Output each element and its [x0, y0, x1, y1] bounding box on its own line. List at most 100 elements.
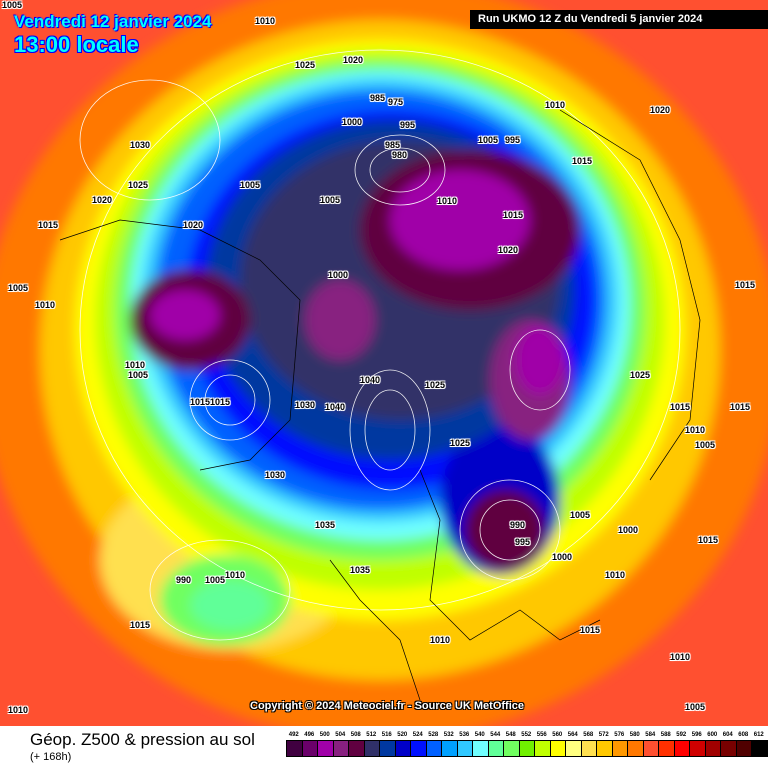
isobar-label: 1040 — [325, 402, 346, 412]
isobar-label: 1000 — [618, 525, 639, 535]
isobar-label: 1000 — [328, 270, 349, 280]
isobar-label: 1020 — [183, 220, 204, 230]
isobar-label: 1005 — [2, 0, 23, 10]
isobar-label: 1015 — [190, 397, 211, 407]
isobar-label: 1010 — [8, 705, 29, 715]
isobar-label: 1005 — [240, 180, 261, 190]
isobar-label: 975 — [388, 97, 404, 107]
isobar-label: 985 — [385, 140, 401, 150]
isobar-label: 1010 — [605, 570, 626, 580]
isobar-label: 1010 — [685, 425, 706, 435]
forecast-lead: (+ 168h) — [30, 751, 72, 763]
legend-swatch — [597, 741, 613, 756]
footer: Géop. Z500 & pression au sol (+ 168h) 49… — [0, 726, 768, 768]
isobar-label: 1010 — [437, 196, 458, 206]
legend-tick: 592 — [676, 732, 687, 738]
legend-swatch — [426, 741, 442, 756]
legend-swatch — [628, 741, 644, 756]
legend-swatch — [442, 741, 458, 756]
legend-tick: 500 — [319, 732, 330, 738]
isobar-label: 1010 — [545, 100, 566, 110]
forecast-time: 13:00 locale — [14, 32, 139, 57]
isobar-label: 1015 — [572, 156, 593, 166]
legend-tick: 604 — [722, 732, 733, 738]
legend-tick: 536 — [459, 732, 470, 738]
isobar-label: 1020 — [650, 105, 671, 115]
legend-swatch — [519, 741, 535, 756]
weather-map: Vendredi 12 janvier 2024 13:00 locale Ru… — [0, 0, 768, 726]
legend-tick: 524 — [412, 732, 423, 738]
isobar-label: 1000 — [342, 117, 363, 127]
legend-swatch — [333, 741, 349, 756]
isobar-label: 990 — [510, 520, 526, 530]
legend-tick: 496 — [304, 732, 315, 738]
legend-tick: 552 — [521, 732, 532, 738]
isobar-label: 1025 — [630, 370, 651, 380]
legend-swatch — [287, 741, 303, 756]
map-title: Géop. Z500 & pression au sol — [30, 730, 255, 749]
legend-tick: 544 — [490, 732, 501, 738]
isobar-label: 1010 — [35, 300, 56, 310]
legend-swatch — [566, 741, 582, 756]
isobar-label: 1035 — [350, 565, 371, 575]
legend-tick: 600 — [707, 732, 718, 738]
legend-tick: 532 — [443, 732, 454, 738]
isobar-label: 1010 — [125, 360, 146, 370]
legend-swatch — [349, 741, 365, 756]
legend-swatch — [690, 741, 706, 756]
legend-swatch — [659, 741, 675, 756]
legend-swatch — [674, 741, 690, 756]
isobar-label: 1015 — [503, 210, 524, 220]
isobar-label: 1025 — [128, 180, 149, 190]
isobar-label: 1005 — [685, 702, 706, 712]
legend-swatch — [473, 741, 489, 756]
isobar-label: 995 — [505, 135, 521, 145]
legend-swatch — [457, 741, 473, 756]
isobar-label: 1005 — [320, 195, 341, 205]
isobar-label: 1010 — [430, 635, 451, 645]
isobar-label: 1015 — [210, 397, 231, 407]
isobar-label: 980 — [392, 150, 408, 160]
legend-swatch — [302, 741, 318, 756]
isobar-label: 1025 — [295, 60, 316, 70]
isobar-label: 1040 — [360, 375, 381, 385]
isobar-label: 1005 — [478, 135, 499, 145]
isobar-label: 1015 — [735, 280, 756, 290]
legend-swatch — [380, 741, 396, 756]
geopotential-field — [0, 0, 768, 726]
legend-tick: 528 — [428, 732, 439, 738]
legend-tick: 580 — [629, 732, 640, 738]
legend-tick: 608 — [738, 732, 749, 738]
legend-tick: 556 — [536, 732, 547, 738]
legend-swatch — [736, 741, 752, 756]
legend-tick: 612 — [753, 732, 764, 738]
isobar-label: 1005 — [570, 510, 591, 520]
isobar-label: 985 — [370, 93, 386, 103]
legend-swatch — [395, 741, 411, 756]
isobar-label: 1035 — [315, 520, 336, 530]
isobar-label: 1010 — [255, 16, 276, 26]
copyright: Copyright © 2024 Meteociel.fr - Source U… — [250, 700, 524, 712]
isobar-label: 1005 — [205, 575, 226, 585]
legend-tick: 520 — [397, 732, 408, 738]
legend-swatch — [752, 741, 768, 756]
legend-tick: 540 — [474, 732, 485, 738]
legend-tick: 568 — [583, 732, 594, 738]
isobar-label: 1020 — [343, 55, 364, 65]
isobar-label: 1005 — [128, 370, 149, 380]
legend-swatch — [612, 741, 628, 756]
legend-tick: 508 — [350, 732, 361, 738]
isobar-label: 1010 — [225, 570, 246, 580]
legend-swatch — [705, 741, 721, 756]
legend-swatch — [488, 741, 504, 756]
legend-swatch — [535, 741, 551, 756]
isobar-label: 1015 — [130, 620, 151, 630]
legend-swatch — [581, 741, 597, 756]
legend-tick: 596 — [691, 732, 702, 738]
legend-swatch — [721, 741, 737, 756]
isobar-label: 1000 — [552, 552, 573, 562]
legend-swatch — [364, 741, 380, 756]
legend-tick: 548 — [505, 732, 516, 738]
legend-tick: 576 — [614, 732, 625, 738]
isobar-label: 1015 — [670, 402, 691, 412]
